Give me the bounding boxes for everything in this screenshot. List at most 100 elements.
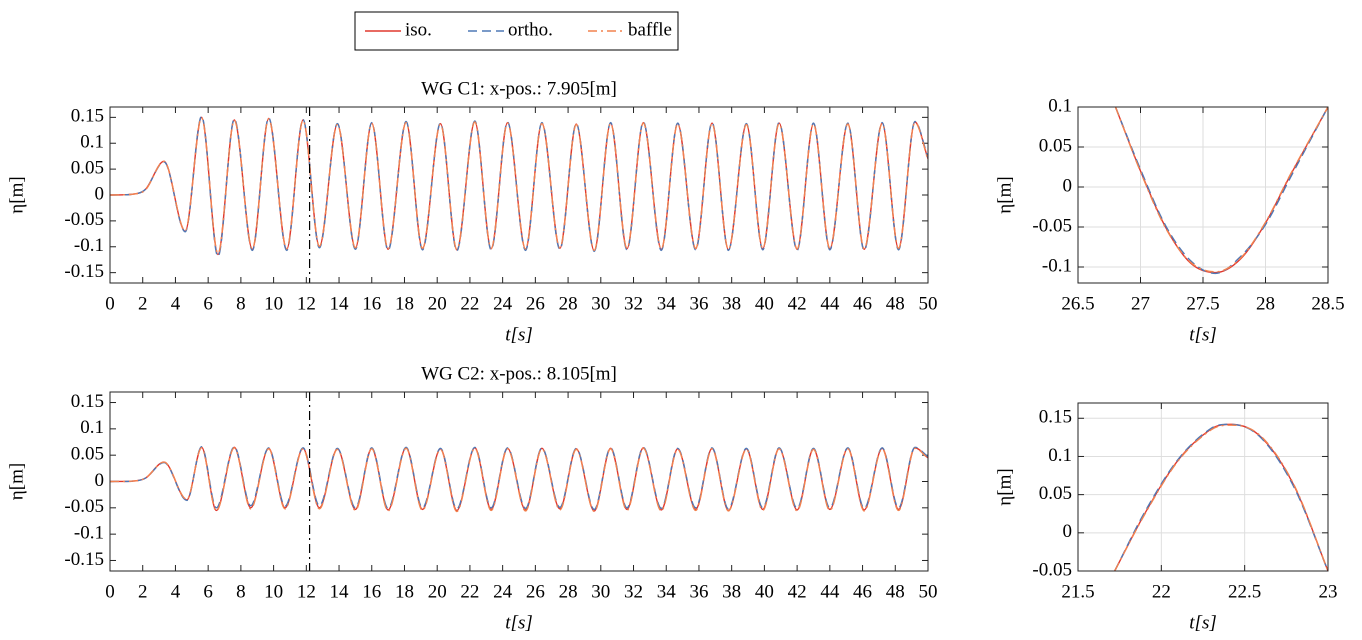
x-tick-label: 26 bbox=[526, 293, 545, 314]
y-tick-label: -0.1 bbox=[1042, 255, 1072, 276]
y-tick-label: -0.15 bbox=[64, 549, 104, 570]
y-tick-label: 0.05 bbox=[1039, 135, 1072, 156]
x-tick-label: 26.5 bbox=[1061, 293, 1094, 314]
legend-box bbox=[354, 11, 679, 51]
x-tick-label: 6 bbox=[203, 293, 213, 314]
y-tick-label: -0.15 bbox=[64, 261, 104, 282]
x-tick-label: 8 bbox=[236, 293, 246, 314]
x-tick-label: 22 bbox=[1152, 581, 1171, 602]
x-tick-label: 16 bbox=[362, 293, 381, 314]
x-tick-label: 36 bbox=[689, 581, 708, 602]
y-axis-label: η[m] bbox=[994, 468, 1015, 505]
y-tick-label: 0.15 bbox=[1039, 407, 1072, 428]
x-tick-label: 27 bbox=[1131, 293, 1150, 314]
y-tick-label: 0.1 bbox=[1048, 95, 1072, 116]
y-tick-label: 0.05 bbox=[71, 157, 104, 178]
axes-frame bbox=[109, 106, 929, 284]
series-group bbox=[1114, 423, 1328, 571]
y-tick-label: 0.1 bbox=[1048, 445, 1072, 466]
x-tick-label: 22 bbox=[460, 581, 479, 602]
x-tick-label: 14 bbox=[330, 581, 350, 602]
x-tick-label: 28 bbox=[559, 581, 578, 602]
x-axis-label: t[s] bbox=[505, 324, 532, 345]
x-tick-label: 40 bbox=[755, 581, 774, 602]
x-tick-label: 27.5 bbox=[1186, 293, 1219, 314]
x-tick-label: 50 bbox=[919, 581, 938, 602]
series-line bbox=[1114, 107, 1328, 275]
y-tick-label: 0.05 bbox=[71, 444, 104, 465]
y-tick-label: 0 bbox=[1063, 521, 1073, 542]
x-tick-label: 30 bbox=[591, 581, 610, 602]
x-tick-label: 20 bbox=[428, 581, 447, 602]
x-tick-label: 46 bbox=[853, 581, 872, 602]
x-tick-label: 24 bbox=[493, 293, 513, 314]
y-tick-label: 0.05 bbox=[1039, 483, 1072, 504]
x-tick-label: 42 bbox=[788, 581, 807, 602]
y-tick-label: 0.15 bbox=[71, 391, 104, 412]
x-tick-label: 26 bbox=[526, 581, 545, 602]
x-tick-label: 8 bbox=[236, 581, 246, 602]
plot-area bbox=[110, 107, 928, 283]
axes-frame bbox=[1077, 402, 1329, 572]
x-tick-label: 22 bbox=[460, 293, 479, 314]
y-tick-label: 0 bbox=[95, 470, 105, 491]
y-tick-label: 0 bbox=[1063, 175, 1073, 196]
x-tick-label: 24 bbox=[493, 581, 513, 602]
x-tick-label: 28 bbox=[1256, 293, 1275, 314]
x-tick-label: 18 bbox=[395, 581, 414, 602]
x-tick-label: 4 bbox=[171, 581, 181, 602]
series-group bbox=[110, 115, 928, 258]
x-tick-label: 48 bbox=[886, 293, 905, 314]
x-tick-label: 0 bbox=[105, 581, 115, 602]
x-tick-label: 50 bbox=[919, 293, 938, 314]
axes-frame bbox=[109, 391, 929, 572]
x-tick-label: 36 bbox=[689, 293, 708, 314]
x-tick-label: 14 bbox=[330, 293, 350, 314]
x-tick-label: 30 bbox=[591, 293, 610, 314]
x-tick-label: 38 bbox=[722, 581, 741, 602]
x-tick-label: 2 bbox=[138, 293, 148, 314]
legend-label: iso. bbox=[405, 19, 432, 40]
y-tick-label: -0.05 bbox=[1032, 215, 1072, 236]
x-axis-label: t[s] bbox=[505, 612, 532, 633]
y-axis-label: η[m] bbox=[6, 176, 27, 213]
x-tick-label: 10 bbox=[264, 293, 283, 314]
x-tick-label: 21.5 bbox=[1061, 581, 1094, 602]
x-tick-label: 20 bbox=[428, 293, 447, 314]
x-tick-label: 38 bbox=[722, 293, 741, 314]
x-tick-label: 42 bbox=[788, 293, 807, 314]
series-line bbox=[110, 117, 928, 255]
y-tick-label: 0.1 bbox=[80, 132, 104, 153]
y-axis-label: η[m] bbox=[994, 176, 1015, 213]
y-tick-label: 0.15 bbox=[71, 106, 104, 127]
series-line bbox=[1114, 424, 1328, 571]
x-tick-label: 6 bbox=[203, 581, 213, 602]
chart-title: WG C1: x-pos.: 7.905[m] bbox=[421, 78, 617, 99]
x-tick-label: 0 bbox=[105, 293, 115, 314]
axes-frame bbox=[1077, 106, 1329, 284]
x-tick-label: 46 bbox=[853, 293, 872, 314]
x-tick-label: 16 bbox=[362, 581, 381, 602]
x-tick-label: 12 bbox=[297, 581, 316, 602]
x-tick-label: 28.5 bbox=[1311, 293, 1344, 314]
y-tick-label: -0.05 bbox=[64, 496, 104, 517]
series-line bbox=[110, 447, 928, 513]
x-tick-label: 12 bbox=[297, 293, 316, 314]
legend-label: baffle bbox=[628, 19, 672, 40]
x-tick-label: 44 bbox=[820, 293, 840, 314]
y-tick-label: -0.05 bbox=[1032, 559, 1072, 580]
x-tick-label: 32 bbox=[624, 581, 643, 602]
x-tick-label: 10 bbox=[264, 581, 283, 602]
legend-label: ortho. bbox=[508, 19, 553, 40]
y-axis-label: η[m] bbox=[6, 463, 27, 500]
y-tick-label: -0.1 bbox=[74, 523, 104, 544]
x-tick-label: 34 bbox=[657, 293, 677, 314]
series-group bbox=[110, 446, 928, 513]
y-tick-label: -0.1 bbox=[74, 235, 104, 256]
x-tick-label: 48 bbox=[886, 581, 905, 602]
series-line bbox=[1114, 107, 1328, 273]
x-tick-label: 28 bbox=[559, 293, 578, 314]
x-tick-label: 34 bbox=[657, 581, 677, 602]
